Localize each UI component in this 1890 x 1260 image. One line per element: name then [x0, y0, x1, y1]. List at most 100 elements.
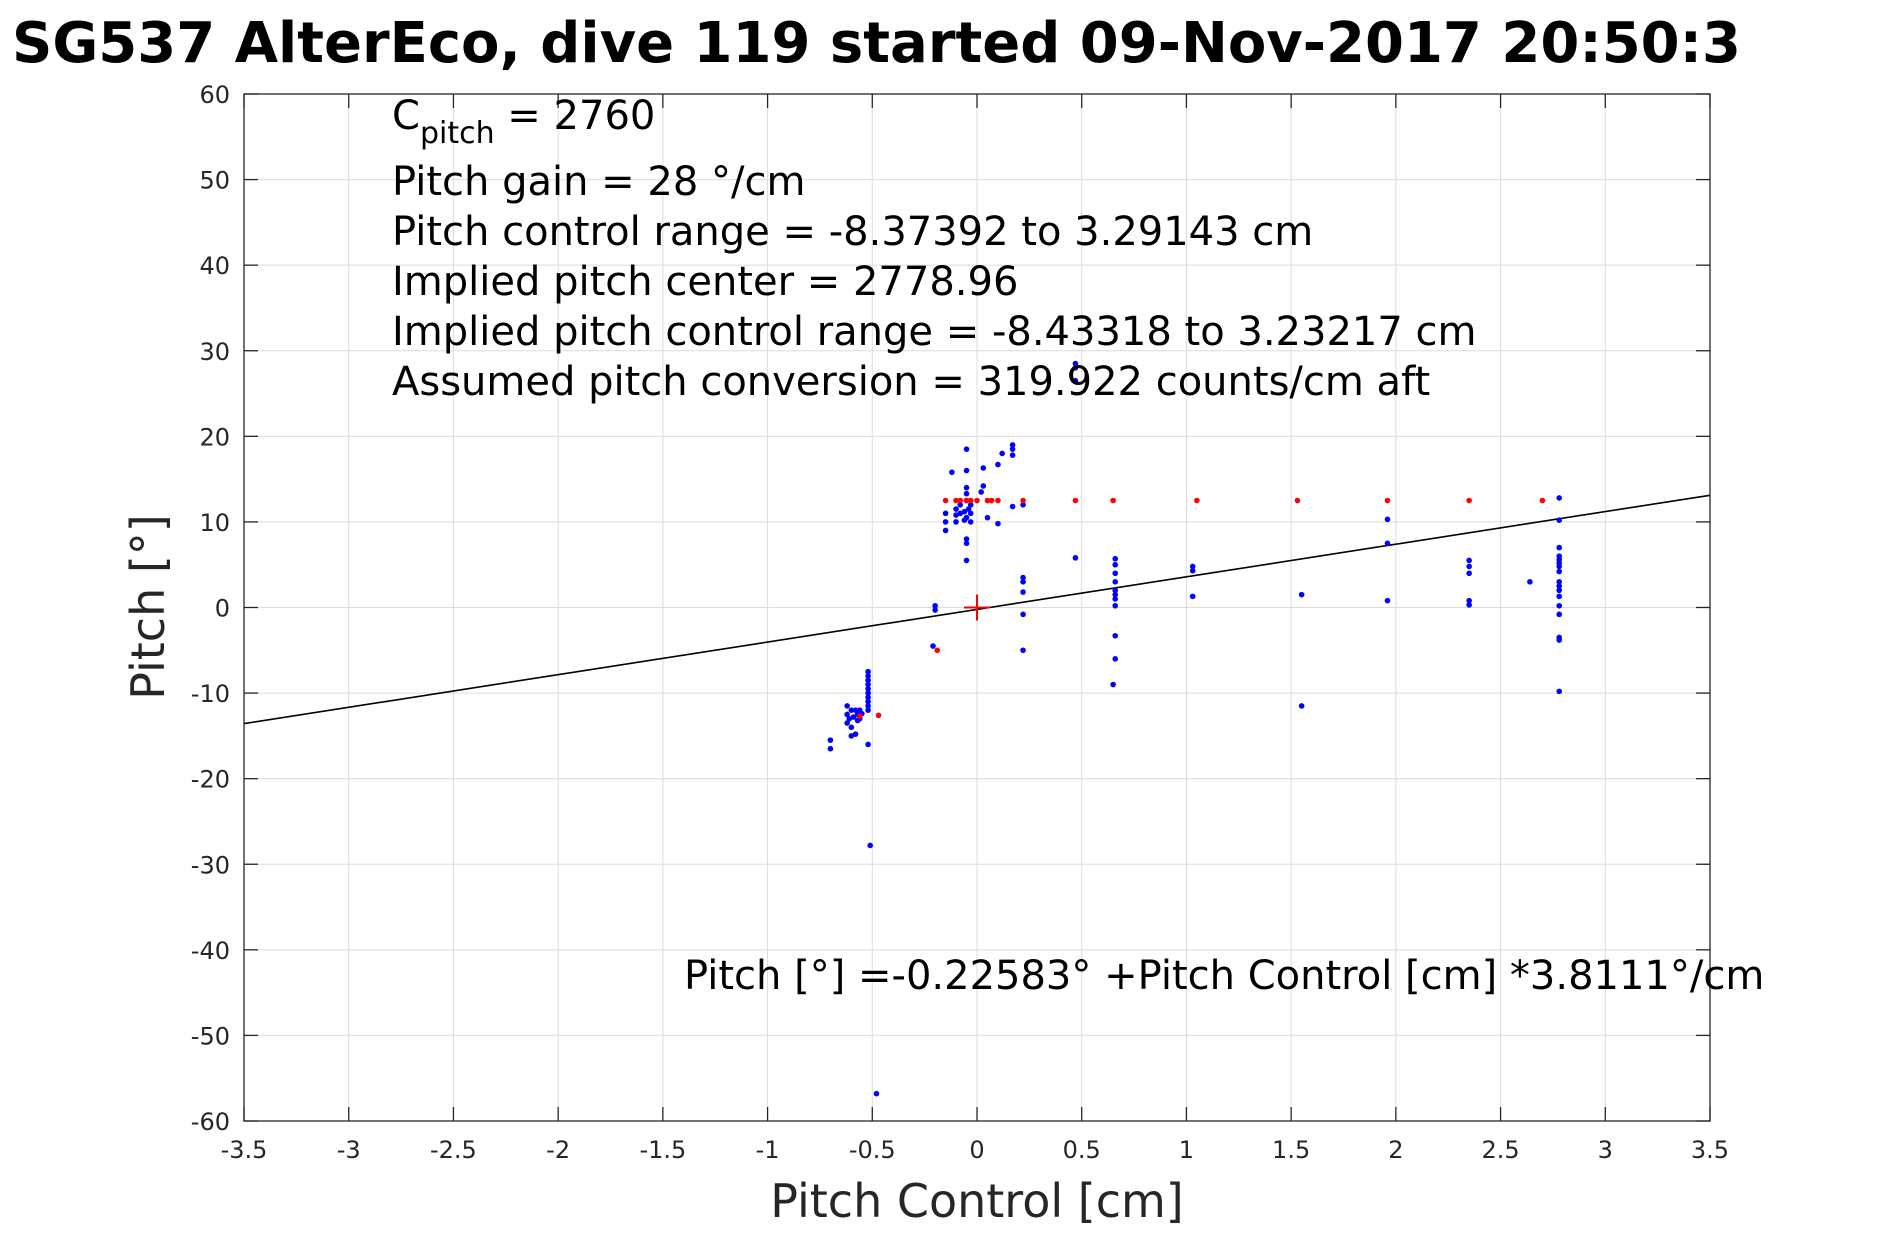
- blue-data-point: [1556, 517, 1563, 524]
- y-tick-label: -10: [191, 680, 230, 708]
- blue-data-point: [1112, 632, 1119, 639]
- blue-data-point: [963, 490, 970, 497]
- blue-data-point: [957, 502, 964, 508]
- red-data-point: [875, 712, 882, 719]
- y-tick-label: 0: [215, 595, 230, 623]
- blue-data-point: [852, 731, 859, 737]
- blue-data-point: [963, 514, 970, 521]
- blue-data-point: [1072, 555, 1079, 561]
- blue-data-point: [865, 741, 871, 748]
- blue-data-point: [1527, 579, 1533, 585]
- red-data-point: [942, 497, 949, 504]
- blue-data-point: [865, 703, 871, 709]
- red-data-point: [1466, 497, 1472, 504]
- assumed-pitch-conversion-annotation: Assumed pitch conversion = 319.922 count…: [392, 359, 1430, 405]
- y-tick-label: 40: [199, 252, 230, 280]
- blue-data-point: [953, 506, 959, 512]
- blue-data-point: [1298, 703, 1305, 709]
- x-tick-label: -0.5: [849, 1136, 896, 1164]
- blue-data-point: [1466, 570, 1472, 577]
- blue-data-point: [1556, 544, 1563, 551]
- red-data-point: [974, 497, 980, 504]
- x-tick-label: 1: [1179, 1136, 1194, 1164]
- blue-data-point: [963, 540, 970, 547]
- blue-data-point: [963, 536, 970, 542]
- y-axis-label: Pitch [°]: [121, 514, 175, 700]
- x-tick-label: -3: [337, 1136, 361, 1164]
- blue-data-point: [848, 724, 855, 731]
- blue-data-point: [965, 506, 972, 512]
- blue-data-point: [865, 694, 871, 701]
- blue-data-point: [852, 707, 859, 713]
- blue-data-point: [865, 673, 871, 679]
- blue-data-point: [1466, 602, 1472, 608]
- blue-data-point: [827, 745, 834, 752]
- blue-data-point: [1556, 611, 1563, 618]
- y-tick-label: -50: [191, 1022, 230, 1050]
- blue-data-point: [865, 686, 871, 692]
- pitch-control-range-annotation: Pitch control range = -8.37392 to 3.2914…: [392, 209, 1313, 255]
- blue-data-point: [1466, 597, 1472, 604]
- blue-data-point: [865, 668, 871, 675]
- blue-data-point: [1020, 611, 1026, 618]
- blue-data-point: [865, 698, 871, 705]
- info-annotations: Cpitch = 2760 Pitch gain = 28 °/cm Pitch…: [392, 93, 1764, 999]
- blue-data-point: [1020, 647, 1026, 654]
- blue-data-point: [963, 446, 970, 452]
- red-data-point: [1194, 497, 1200, 504]
- blue-data-point: [1072, 365, 1079, 371]
- blue-data-point: [999, 450, 1005, 457]
- pitch-gain-annotation: Pitch gain = 28 °/cm: [392, 159, 805, 205]
- blue-data-point: [1556, 637, 1563, 643]
- center-marker-layer: [964, 594, 990, 621]
- blue-data-point: [1298, 591, 1305, 598]
- blue-data-point: [963, 484, 970, 491]
- blue-data-point: [827, 737, 834, 743]
- blue-data-point: [844, 703, 850, 709]
- x-tick-label: -3.5: [221, 1136, 268, 1164]
- blue-data-point: [1112, 561, 1119, 568]
- blue-data-point: [1189, 563, 1196, 570]
- x-tick-label: -2.5: [430, 1136, 477, 1164]
- red-data-point: [1020, 497, 1026, 504]
- blue-data-point: [980, 483, 987, 489]
- y-tick-label: -40: [191, 937, 230, 965]
- x-tick-label: 3: [1598, 1136, 1613, 1164]
- c-pitch-prefix: C: [392, 93, 420, 139]
- blue-data-point: [1112, 656, 1119, 662]
- blue-data-point: [867, 842, 873, 849]
- blue-data-point: [865, 690, 871, 696]
- blue-data-point: [963, 557, 970, 564]
- blue-data-point: [873, 1090, 880, 1097]
- y-tick-label: 30: [199, 338, 230, 366]
- blue-data-point: [1556, 593, 1563, 600]
- blue-data-point: [967, 510, 974, 517]
- y-tick-label: -30: [191, 851, 230, 879]
- red-data-point: [1110, 497, 1116, 504]
- blue-data-point: [942, 510, 949, 517]
- blue-data-point: [995, 461, 1001, 468]
- implied-pitch-center-annotation: Implied pitch center = 2778.96: [392, 259, 1018, 305]
- blue-data-point: [932, 607, 938, 613]
- blue-data-point: [1384, 540, 1391, 547]
- red-data-point: [1384, 497, 1391, 504]
- blue-data-point: [848, 707, 855, 713]
- blue-data-point: [1020, 574, 1026, 581]
- grid: [243, 93, 1711, 1122]
- blue-data-point: [1556, 587, 1563, 594]
- blue-data-point: [942, 519, 949, 525]
- blue-data-point: [963, 467, 970, 474]
- blue-data-point: [949, 469, 955, 476]
- blue-data-point: [967, 502, 974, 508]
- red-data-point: [995, 497, 1001, 504]
- blue-data-point: [1009, 446, 1016, 452]
- blue-data-point: [1009, 503, 1016, 510]
- blue-data-point: [1556, 602, 1563, 609]
- red-data-point: [1539, 497, 1546, 504]
- blue-data-point: [1466, 563, 1472, 570]
- blue-data-point: [953, 519, 959, 525]
- red-data-point: [988, 497, 995, 504]
- x-tick-label: 1.5: [1272, 1136, 1310, 1164]
- c-pitch-annotation: Cpitch = 2760: [392, 93, 655, 151]
- blue-data-point: [1556, 583, 1563, 589]
